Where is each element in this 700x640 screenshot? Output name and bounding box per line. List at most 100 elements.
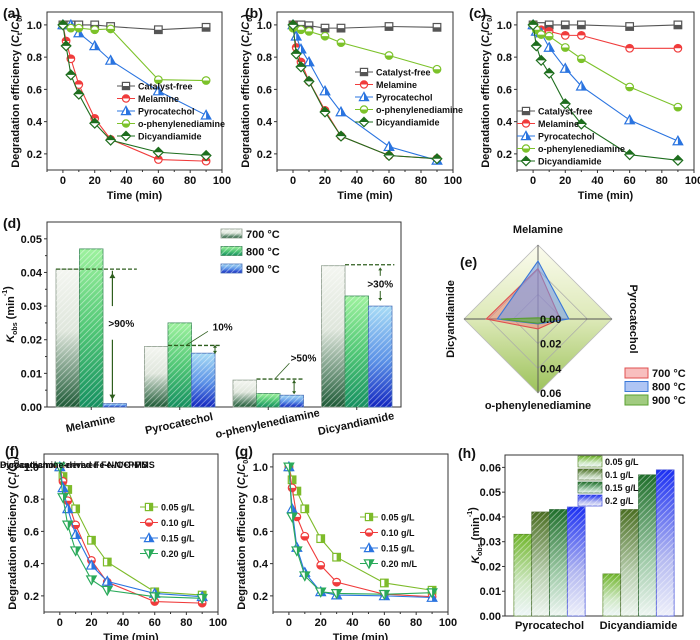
bar-hatch <box>256 393 280 407</box>
x-tick-label: 20 <box>559 175 571 187</box>
data-point-fill <box>91 560 97 570</box>
legend-label: 0.20 m/L <box>381 559 418 569</box>
chart-title: Dicyandiamine-derived Fe-N/C+PMS <box>0 460 155 470</box>
data-point-fill <box>304 571 310 581</box>
data-point-fill <box>341 107 346 116</box>
data-point-fill <box>320 588 326 597</box>
x-tick-label: 60 <box>149 617 161 629</box>
data-point-fill <box>385 26 393 31</box>
y-tick-label: 0.8 <box>27 52 42 64</box>
x-tick-label: 40 <box>346 617 358 629</box>
legend-label: 700 °C <box>652 368 686 380</box>
data-point-fill <box>544 68 554 74</box>
data-point-fill <box>625 44 634 49</box>
data-point-fill <box>432 153 442 159</box>
series-dicyandiamide <box>287 19 443 165</box>
double-arrow-icon <box>292 380 297 395</box>
data-point-fill <box>94 41 100 50</box>
panel-f-line-chart: 0 20 40 60 80 100 0.2 0.4 0.6 0.8 1.0 Time (min) Deg… <box>0 443 227 640</box>
y-tick-label: 0.8 <box>253 494 268 506</box>
y-tick-label: 0.8 <box>24 494 39 506</box>
y-axis-label-part: t <box>14 474 21 477</box>
series-line <box>288 466 433 598</box>
bar-hatch <box>168 322 192 407</box>
data-point-fill <box>369 559 374 569</box>
y-tick-label: 0.04 <box>480 512 502 524</box>
data-point-fill <box>89 118 100 124</box>
legend-label: Catalyst-free <box>376 68 431 78</box>
panel-label: (e) <box>460 254 477 270</box>
data-point-fill <box>107 558 112 566</box>
x-tick-label: 80 <box>415 175 427 187</box>
y-axis-label-part: C <box>7 476 19 485</box>
x-tick-label: 60 <box>624 175 636 187</box>
legend: Catalyst-free Melamine Pyrocatechol o-pheny… <box>517 107 625 167</box>
data-point-fill <box>296 487 301 495</box>
data-point-fill <box>336 131 346 137</box>
data-point-fill <box>91 575 97 585</box>
data-point-fill <box>336 553 341 561</box>
y-axis-label-part: -1 <box>2 290 9 296</box>
data-point-fill <box>122 123 130 128</box>
plot-frame <box>46 11 223 171</box>
data-point-fill <box>67 54 75 59</box>
data-point-fill <box>291 49 301 54</box>
y-axis-label-part: 0 <box>247 18 254 22</box>
data-point-fill <box>522 111 530 115</box>
data-point-fill <box>384 579 389 587</box>
data-point-fill <box>62 493 68 503</box>
y-tick-label: 0.8 <box>497 52 512 64</box>
data-point-fill <box>674 107 682 111</box>
data-point-fill <box>121 131 131 136</box>
x-tick-label: 0 <box>60 175 66 187</box>
y-axis-label-part: ) <box>467 507 479 511</box>
data-point-fill <box>625 86 634 91</box>
legend-label: 0.2 g/L <box>605 496 634 506</box>
x-tick-label: 20 <box>85 617 97 629</box>
data-point-fill <box>59 463 65 472</box>
y-tick-label: 1.0 <box>497 20 512 32</box>
data-point-fill <box>62 472 67 481</box>
legend-label: Melamine <box>138 94 179 104</box>
data-point-fill <box>577 24 586 29</box>
bar-hatch <box>368 306 392 407</box>
data-point-fill <box>288 463 294 472</box>
data-point-fill <box>360 109 368 114</box>
y-axis-label-part: C <box>7 463 19 472</box>
data-point-fill <box>304 76 314 82</box>
legend: 700 °C 800 °C 900 °C <box>220 228 280 276</box>
y-axis-label: Degradation efficiency (Ct/C0) <box>236 456 250 610</box>
data-point-fill <box>149 549 154 559</box>
x-tick-label: 0 <box>286 617 292 629</box>
legend: 0.05 g/L 0.10 g/L 0.15 g/L 0.20 g/L <box>140 503 195 560</box>
data-point-fill <box>320 534 325 543</box>
data-point-fill <box>91 536 96 545</box>
data-point-fill <box>301 536 309 541</box>
data-point-fill <box>561 24 570 29</box>
y-axis-label-part: ) <box>240 14 252 18</box>
data-point-fill <box>201 150 211 156</box>
data-point-fill <box>337 42 345 47</box>
legend-swatch-hatch <box>221 264 242 273</box>
data-point-fill <box>90 29 99 34</box>
bar-hatch <box>638 474 657 616</box>
data-point-fill <box>522 148 530 153</box>
data-point-fill <box>433 27 441 32</box>
y-tick-label: 0.06 <box>480 462 501 474</box>
data-point-fill <box>369 543 374 552</box>
data-point-fill <box>576 119 587 125</box>
legend-label: o-phenylenediamine <box>138 119 225 129</box>
data-point-fill <box>126 106 131 115</box>
data-point-fill <box>304 505 309 513</box>
y-axis-label-part: / <box>240 30 252 33</box>
legend-swatch-hatch <box>578 495 602 506</box>
data-point-fill <box>297 29 305 34</box>
double-arrow-icon <box>213 344 217 354</box>
radar-axis-label-right: Pyrocatechol <box>627 284 639 353</box>
y-axis-label-part: C <box>10 21 22 30</box>
x-tick-label: 80 <box>410 617 422 629</box>
y-tick-label: 0.4 <box>257 117 273 129</box>
data-point-fill <box>337 28 345 32</box>
series-dicyandiamide <box>57 19 212 162</box>
y-axis-label-part: ) <box>2 286 14 290</box>
